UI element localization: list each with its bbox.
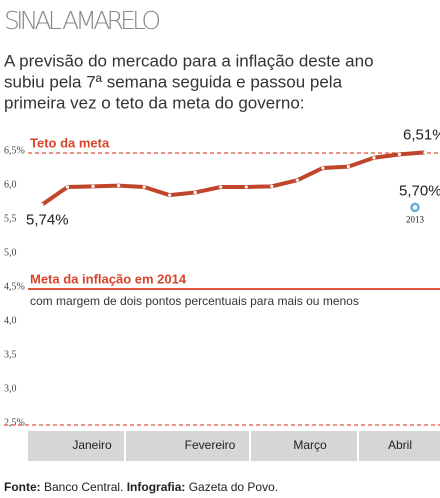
point — [65, 185, 70, 189]
y-tick-label: 4,0 — [4, 315, 17, 326]
y-tick-label: 4,5% — [4, 281, 25, 292]
y-tick-label: 2,5% — [4, 417, 25, 428]
point — [219, 185, 223, 189]
reference-label: Meta da inflação em 2014 — [30, 271, 187, 286]
reference-label: Teto da meta — [30, 135, 110, 150]
point — [270, 184, 274, 188]
point — [117, 184, 121, 188]
point — [397, 152, 402, 156]
month-label: Março — [293, 438, 327, 452]
point — [40, 203, 44, 207]
line — [40, 150, 426, 207]
point — [321, 166, 325, 170]
point — [346, 165, 350, 169]
subtitle: subiu pela 7ª semana seguida e passou pe… — [4, 72, 343, 91]
comparison-year: 2013 — [406, 214, 425, 224]
point — [295, 178, 299, 182]
comparison-point — [410, 202, 420, 213]
y-tick-label: 6,0 — [4, 179, 17, 190]
point — [372, 156, 376, 160]
value-label: 5,74% — [26, 212, 69, 229]
point — [91, 184, 95, 188]
reference-sublabel: com margem de dois pontos percentuais pa… — [30, 294, 359, 308]
point — [193, 190, 197, 195]
chart-title: SINAL AMARELO — [4, 6, 160, 35]
point — [423, 150, 427, 154]
point — [142, 185, 146, 189]
month-label: Fevereiro — [185, 438, 236, 452]
source: Fonte: Banco Central. Infografia: Gazeta… — [4, 480, 278, 494]
subtitle: primeira vez o teto da meta do governo: — [4, 93, 305, 112]
y-tick-label: 3,5 — [4, 349, 17, 360]
y-tick-label: 5,5 — [4, 213, 17, 224]
value-label: 6,51% — [403, 126, 440, 143]
point — [168, 193, 172, 197]
y-tick-label: 5,0 — [4, 247, 17, 258]
month-label: Janeiro — [72, 438, 112, 452]
month-label: Abril — [388, 438, 412, 452]
subtitle: A previsão do mercado para a inflação de… — [4, 51, 374, 70]
comparison-label: 5,70% — [399, 182, 440, 199]
y-tick-label: 6,5% — [4, 145, 25, 156]
month-band — [28, 431, 440, 461]
y-tick-label: 3,0 — [4, 383, 17, 394]
point — [244, 185, 248, 189]
